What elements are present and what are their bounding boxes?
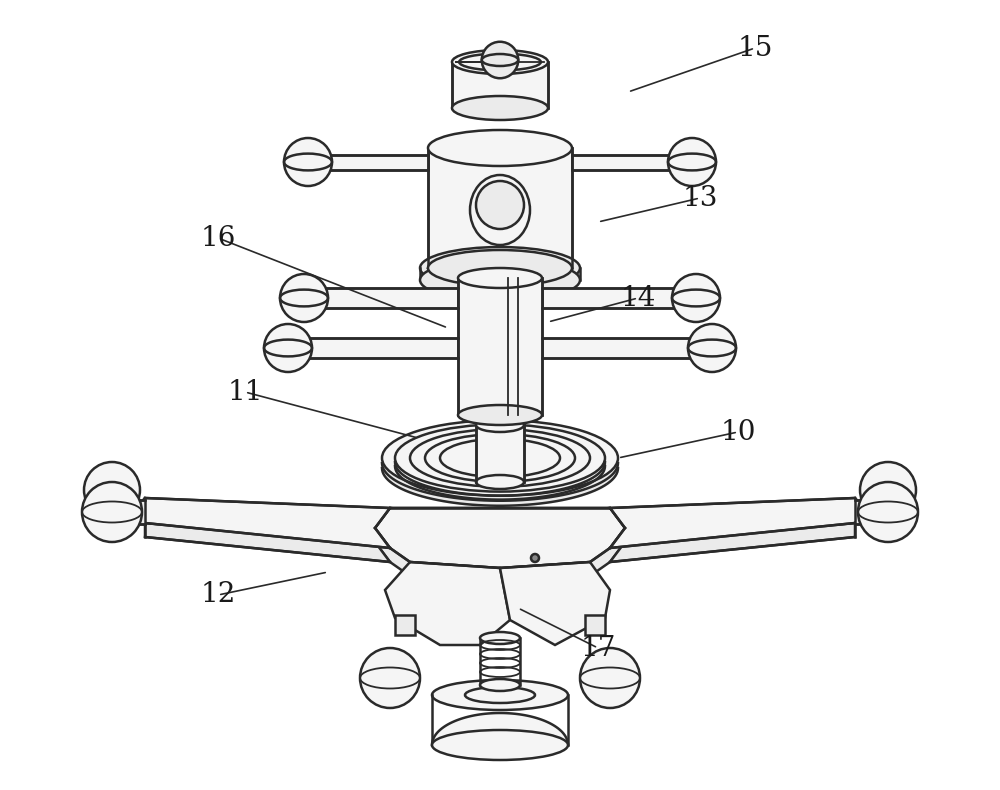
Text: 15: 15	[737, 35, 773, 62]
Ellipse shape	[428, 250, 572, 286]
Polygon shape	[318, 288, 458, 308]
Ellipse shape	[410, 429, 590, 487]
Circle shape	[858, 482, 918, 542]
Ellipse shape	[476, 251, 524, 265]
Ellipse shape	[470, 175, 530, 245]
Polygon shape	[300, 338, 458, 358]
Ellipse shape	[458, 405, 542, 425]
Circle shape	[531, 554, 539, 562]
Polygon shape	[428, 148, 572, 268]
Ellipse shape	[432, 730, 568, 760]
Ellipse shape	[476, 291, 524, 305]
Ellipse shape	[476, 355, 524, 369]
Text: 17: 17	[580, 634, 616, 661]
Polygon shape	[385, 562, 510, 645]
Circle shape	[668, 138, 716, 186]
Circle shape	[482, 42, 518, 78]
Text: 14: 14	[620, 284, 656, 311]
Ellipse shape	[480, 632, 520, 644]
Ellipse shape	[382, 420, 618, 496]
Text: 16: 16	[200, 224, 236, 251]
Polygon shape	[542, 288, 682, 308]
Circle shape	[280, 274, 328, 322]
Polygon shape	[476, 258, 524, 482]
Circle shape	[476, 181, 524, 229]
Polygon shape	[375, 508, 625, 568]
Polygon shape	[145, 523, 390, 562]
Ellipse shape	[476, 475, 524, 489]
Circle shape	[360, 648, 420, 708]
Ellipse shape	[440, 438, 560, 477]
Ellipse shape	[480, 679, 520, 691]
Ellipse shape	[420, 259, 580, 301]
Polygon shape	[542, 338, 700, 358]
Ellipse shape	[452, 50, 548, 74]
Polygon shape	[135, 500, 145, 524]
Text: 12: 12	[200, 581, 236, 608]
Circle shape	[264, 324, 312, 372]
Text: 10: 10	[720, 419, 756, 446]
Ellipse shape	[476, 388, 524, 402]
Text: 11: 11	[227, 378, 263, 405]
Polygon shape	[500, 562, 610, 645]
Circle shape	[672, 274, 720, 322]
Ellipse shape	[425, 434, 575, 482]
Polygon shape	[395, 615, 415, 635]
Polygon shape	[855, 500, 865, 524]
Circle shape	[580, 648, 640, 708]
Polygon shape	[585, 615, 605, 635]
Ellipse shape	[465, 687, 535, 703]
Polygon shape	[452, 62, 548, 108]
Ellipse shape	[476, 323, 524, 337]
Polygon shape	[572, 155, 678, 170]
Ellipse shape	[458, 268, 542, 288]
Polygon shape	[375, 508, 625, 582]
Ellipse shape	[476, 418, 524, 432]
Text: 13: 13	[682, 185, 718, 212]
Ellipse shape	[395, 424, 605, 491]
Polygon shape	[610, 523, 855, 562]
Circle shape	[688, 324, 736, 372]
Polygon shape	[322, 155, 428, 170]
Polygon shape	[135, 498, 390, 548]
Circle shape	[284, 138, 332, 186]
Polygon shape	[458, 278, 542, 415]
Circle shape	[860, 462, 916, 518]
Polygon shape	[610, 498, 865, 548]
Ellipse shape	[420, 247, 580, 289]
Circle shape	[84, 462, 140, 518]
Ellipse shape	[428, 130, 572, 166]
Circle shape	[82, 482, 142, 542]
Ellipse shape	[432, 680, 568, 710]
Ellipse shape	[452, 96, 548, 120]
